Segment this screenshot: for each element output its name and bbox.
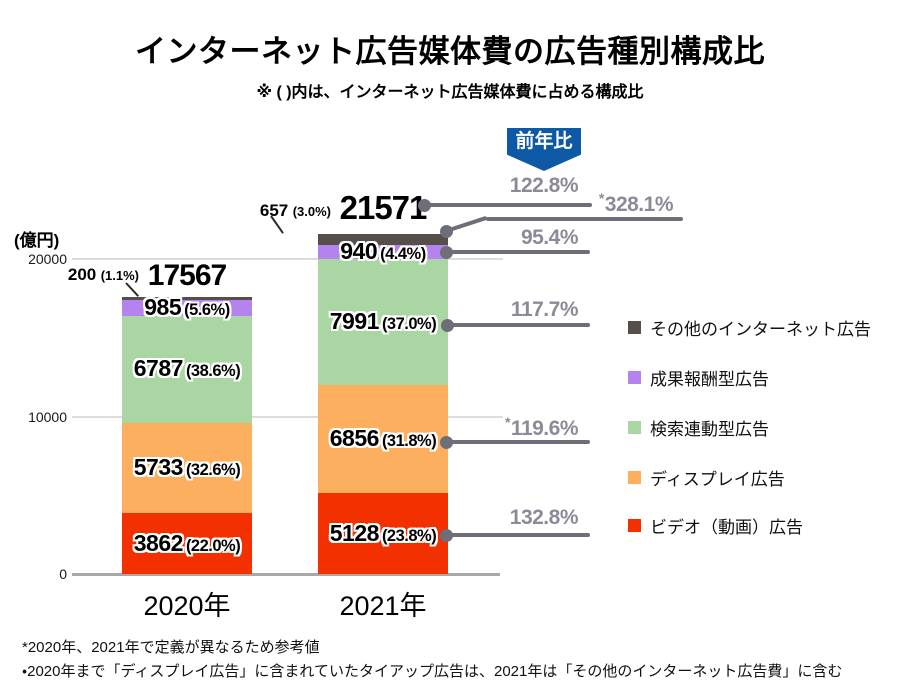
bar-segment-2021年-ビデオ（動画）広告 (318, 493, 448, 574)
segment-value-label: 985 (5.6%) (122, 294, 252, 322)
footnote-1: *2020年、2021年で定義が異なるため参考値 (22, 639, 320, 656)
bar-total-label: 21571 (339, 189, 428, 226)
segment-value: 3862 (133, 529, 184, 556)
legend-label: その他のインターネット広告 (650, 320, 871, 339)
segment-percent: (23.8%) (381, 526, 437, 545)
segment-percent: (22.0%) (185, 536, 241, 555)
bar-segment-2020年-ディスプレイ広告 (122, 422, 252, 514)
yoy-callout-dot (439, 528, 453, 542)
segment-value-label: 3862 (22.0%) (122, 530, 252, 558)
legend-item-成果報酬型広告: 成果報酬型広告 (628, 365, 769, 390)
yoy-value-合計: 122.8% (509, 174, 579, 197)
yoy-callout-dot (439, 245, 453, 259)
y-tick-label: 0 (59, 566, 67, 582)
segment-value: 6787 (133, 355, 184, 382)
yoy-callout-dot (439, 435, 453, 449)
bar-segment-2021年-ディスプレイ広告 (318, 385, 448, 494)
segment-value-label: 6856 (31.8%) (318, 425, 448, 453)
segment-value: 6856 (329, 425, 380, 452)
legend-swatch (628, 519, 641, 532)
legend-item-ビデオ（動画）広告: ビデオ（動画）広告 (628, 513, 803, 538)
y-tick-label: 20000 (28, 251, 67, 267)
yoy-callout-line (447, 323, 590, 327)
segment-value: 5733 (133, 454, 184, 481)
reference-asterisk: * (504, 414, 510, 430)
yoy-badge-label: 前年比 (515, 131, 573, 152)
bar-total-label: 17567 (147, 259, 227, 292)
segment-value-label: 7991 (37.0%) (318, 308, 448, 336)
page-title: インターネット広告媒体費の広告種別構成比 (135, 34, 765, 69)
segment-percent: (1.1%) (100, 268, 139, 283)
legend-item-検索連動型広告: 検索連動型広告 (628, 415, 769, 440)
segment-percent: (37.0%) (381, 315, 437, 334)
segment-outside-label: 657 (3.0%) (171, 201, 331, 221)
legend-swatch (628, 421, 641, 434)
legend-item-その他のインターネット広告: その他のインターネット広告 (628, 315, 871, 340)
segment-percent: (38.6%) (185, 362, 241, 381)
segment-percent: (32.6%) (185, 461, 241, 480)
x-axis-label-2020年: 2020年 (143, 591, 231, 621)
segment-value: 657 (259, 201, 289, 220)
legend-label: 成果報酬型広告 (650, 370, 769, 389)
legend-label: ビデオ（動画）広告 (650, 518, 803, 537)
segment-value-label: 6787 (38.6%) (122, 355, 252, 383)
legend-swatch (628, 321, 641, 334)
y-axis-unit-label: (億円) (14, 231, 60, 250)
footnote-2: ・2020年まで「ディスプレイ広告」に含まれていたタイアップ広告は、2021年は… (22, 663, 843, 680)
gridline-20000 (72, 258, 503, 260)
yoy-callout-dot (417, 198, 431, 212)
segment-value-label: 5733 (32.6%) (122, 454, 252, 482)
segment-value: 5128 (329, 519, 380, 546)
x-axis-label-2021年: 2021年 (339, 591, 427, 621)
yoy-value-ビデオ（動画）広告: 132.8% (509, 506, 579, 529)
segment-percent: (4.4%) (380, 244, 426, 263)
legend-swatch (628, 371, 641, 384)
legend-swatch (628, 471, 641, 484)
legend-label: 検索連動型広告 (650, 420, 769, 439)
yoy-value-ディスプレイ広告: *119.6% (504, 414, 579, 440)
bar-segment-2020年-成果報酬型広告 (122, 300, 252, 316)
yoy-callout-dot (439, 224, 453, 238)
yoy-value-成果報酬型広告: 95.4% (520, 226, 579, 249)
yoy-callout-line (446, 440, 590, 444)
segment-value-label: 5128 (23.8%) (318, 520, 448, 548)
subtitle-note: ※ ( )内は、インターネット広告媒体費に占める構成比 (256, 84, 644, 101)
legend-label: ディスプレイ広告 (650, 470, 785, 489)
yoy-callout-line (446, 533, 590, 537)
legend-item-ディスプレイ広告: ディスプレイ広告 (628, 465, 785, 490)
yoy-callout-dot (440, 318, 454, 332)
bar-segment-2020年-その他のインターネット広告 (122, 297, 252, 301)
yoy-value-その他のインターネット広告: *328.1% (598, 190, 674, 216)
segment-value: 200 (67, 265, 97, 284)
bar-segment-2021年-成果報酬型広告 (318, 244, 448, 260)
yoy-callout-line (446, 250, 590, 254)
bar-segment-2020年-ビデオ（動画）広告 (122, 513, 252, 574)
segment-value: 940 (340, 237, 378, 264)
bar-segment-2021年-検索連動型広告 (318, 259, 448, 386)
bar-segment-2021年-その他のインターネット広告 (318, 234, 448, 245)
yoy-value-検索連動型広告: 117.7% (510, 298, 579, 321)
segment-value: 985 (144, 294, 182, 321)
segment-percent: (31.8%) (381, 432, 437, 451)
x-axis-baseline (72, 572, 500, 576)
segment-value: 7991 (329, 308, 380, 335)
segment-percent: (3.0%) (292, 204, 331, 219)
reference-asterisk: * (598, 190, 604, 206)
segment-value-label: 940 (4.4%) (318, 238, 448, 266)
segment-outside-label: 200 (1.1%) (0, 265, 139, 285)
segment-percent: (5.6%) (184, 301, 230, 320)
y-tick-label: 10000 (28, 408, 67, 425)
yoy-callout-line (486, 217, 683, 221)
yoy-callout-line (424, 203, 592, 207)
gridline-10000 (72, 415, 503, 418)
bar-segment-2020年-検索連動型広告 (122, 315, 252, 423)
